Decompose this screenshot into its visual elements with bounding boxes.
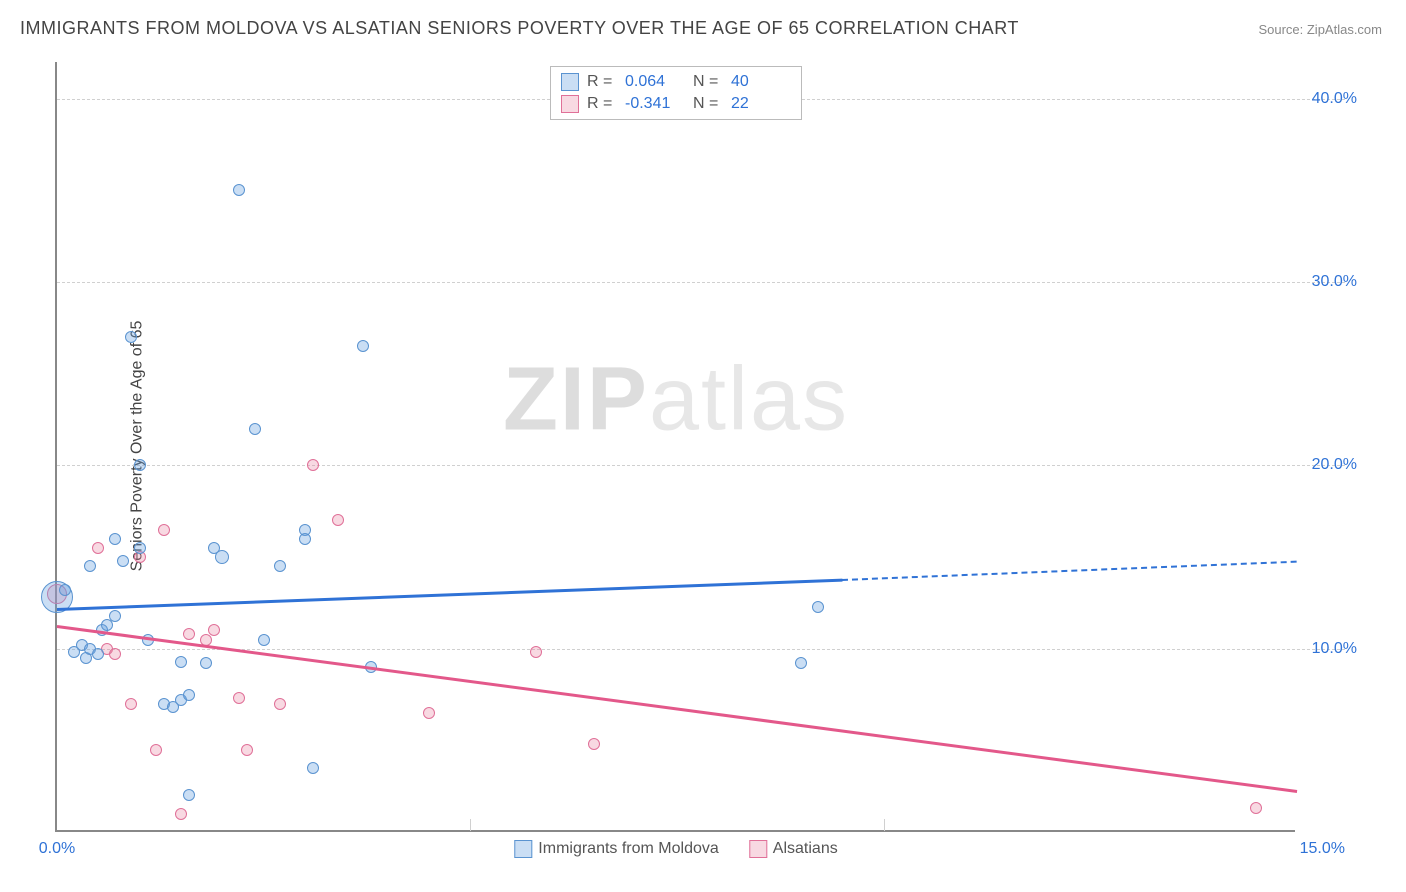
scatter-point-blue: [92, 648, 104, 660]
scatter-point-blue: [233, 184, 245, 196]
r-value-blue: 0.064: [625, 71, 685, 93]
series-name-blue: Immigrants from Moldova: [538, 840, 719, 857]
trendline-blue-extrapolated: [842, 561, 1297, 581]
scatter-point-blue: [299, 533, 311, 545]
scatter-point-blue: [258, 634, 270, 646]
watermark-zip: ZIP: [503, 349, 649, 449]
scatter-point-blue: [109, 610, 121, 622]
scatter-point-blue: [134, 542, 146, 554]
scatter-point-blue: [795, 657, 807, 669]
scatter-point-pink: [175, 808, 187, 820]
x-tick-mark: [884, 819, 885, 831]
chart-title: IMMIGRANTS FROM MOLDOVA VS ALSATIAN SENI…: [20, 18, 1019, 39]
y-tick-label: 20.0%: [1312, 456, 1357, 474]
legend-row-blue: R = 0.064 N = 40: [561, 71, 791, 93]
watermark: ZIPatlas: [503, 348, 849, 451]
chart-plot-area: ZIPatlas R = 0.064 N = 40 R = -0.341 N =…: [55, 62, 1295, 832]
scatter-point-pink: [588, 738, 600, 750]
r-value-pink: -0.341: [625, 93, 685, 115]
scatter-point-blue: [117, 555, 129, 567]
scatter-point-pink: [150, 744, 162, 756]
scatter-point-pink: [423, 707, 435, 719]
x-tick-max: 15.0%: [1300, 840, 1345, 858]
scatter-point-pink: [241, 744, 253, 756]
gridline-h: [57, 649, 1345, 650]
scatter-point-pink: [233, 692, 245, 704]
n-label: N =: [693, 93, 723, 115]
scatter-point-pink: [1250, 802, 1262, 814]
scatter-point-pink: [307, 459, 319, 471]
legend-item-blue: Immigrants from Moldova: [514, 840, 719, 858]
source-name: ZipAtlas.com: [1307, 22, 1382, 37]
scatter-point-blue: [357, 340, 369, 352]
scatter-point-blue: [274, 560, 286, 572]
scatter-point-pink: [208, 624, 220, 636]
correlation-legend: R = 0.064 N = 40 R = -0.341 N = 22: [550, 66, 802, 120]
y-tick-label: 30.0%: [1312, 273, 1357, 291]
scatter-point-blue: [183, 789, 195, 801]
x-tick-min: 0.0%: [39, 840, 75, 858]
scatter-point-pink: [109, 648, 121, 660]
watermark-atlas: atlas: [649, 349, 849, 449]
scatter-point-blue: [175, 656, 187, 668]
r-label: R =: [587, 71, 617, 93]
scatter-point-pink: [332, 514, 344, 526]
series-legend: Immigrants from Moldova Alsatians: [514, 840, 837, 858]
n-label: N =: [693, 71, 723, 93]
scatter-point-blue: [125, 331, 137, 343]
n-value-blue: 40: [731, 71, 791, 93]
y-tick-label: 40.0%: [1312, 90, 1357, 108]
gridline-h: [57, 282, 1345, 283]
y-tick-label: 10.0%: [1312, 640, 1357, 658]
trendline-blue: [57, 579, 842, 611]
scatter-point-pink: [274, 698, 286, 710]
r-label: R =: [587, 93, 617, 115]
legend-swatch-pink: [561, 95, 579, 113]
scatter-point-blue: [183, 689, 195, 701]
x-tick-mark: [470, 819, 471, 831]
scatter-point-blue: [307, 762, 319, 774]
scatter-point-blue: [200, 657, 212, 669]
legend-swatch-pink: [749, 840, 767, 858]
scatter-point-blue: [812, 601, 824, 613]
scatter-point-pink: [158, 524, 170, 536]
scatter-point-pink: [92, 542, 104, 554]
legend-swatch-blue: [561, 73, 579, 91]
scatter-point-blue: [215, 550, 229, 564]
scatter-point-blue: [84, 560, 96, 572]
legend-item-pink: Alsatians: [749, 840, 838, 858]
trendline-pink: [57, 625, 1297, 792]
scatter-point-pink: [530, 646, 542, 658]
scatter-point-blue: [249, 423, 261, 435]
scatter-point-blue: [134, 459, 146, 471]
legend-row-pink: R = -0.341 N = 22: [561, 93, 791, 115]
scatter-point-pink: [125, 698, 137, 710]
source-attribution: Source: ZipAtlas.com: [1258, 22, 1382, 37]
source-prefix: Source:: [1258, 22, 1306, 37]
gridline-h: [57, 465, 1345, 466]
series-name-pink: Alsatians: [773, 840, 838, 857]
legend-swatch-blue: [514, 840, 532, 858]
n-value-pink: 22: [731, 93, 791, 115]
scatter-point-blue: [59, 584, 71, 596]
scatter-point-pink: [183, 628, 195, 640]
scatter-point-blue: [109, 533, 121, 545]
